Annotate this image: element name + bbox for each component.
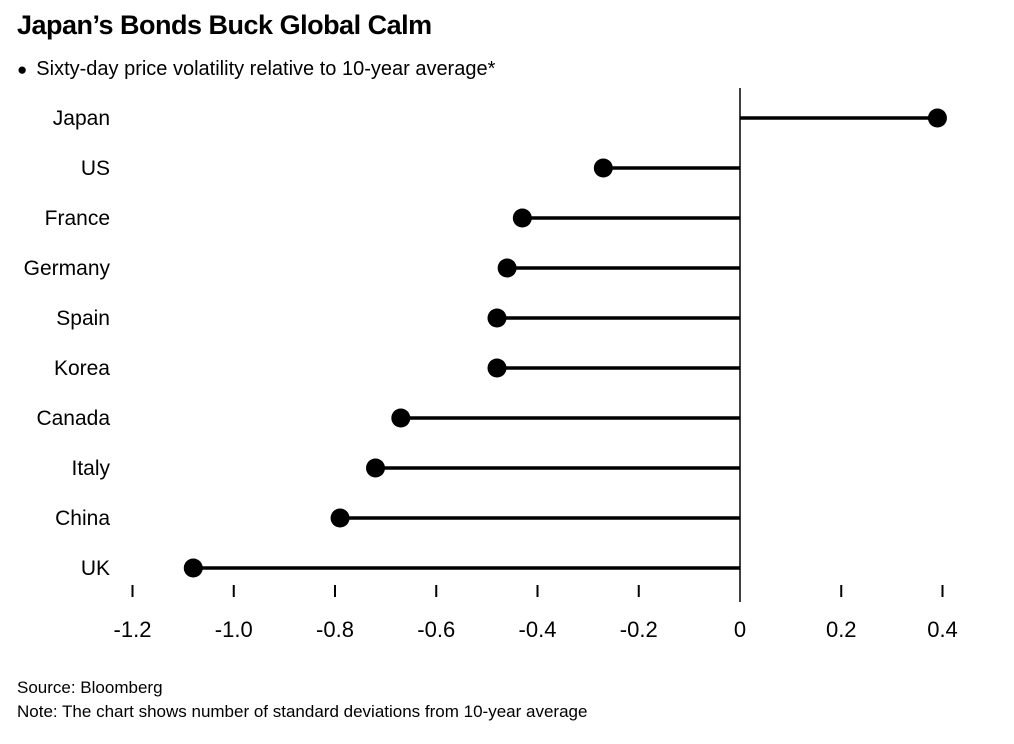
category-label: Japan <box>53 107 110 130</box>
category-label: Korea <box>54 357 110 380</box>
x-tick-label: -1.0 <box>215 617 253 642</box>
category-label: Germany <box>24 257 111 280</box>
data-point-dot <box>927 108 947 128</box>
category-label: France <box>45 207 110 230</box>
category-label: China <box>55 507 110 530</box>
source-text: Source: Bloomberg <box>17 678 163 697</box>
data-point-dot <box>487 358 507 378</box>
chart-subtitle: ● Sixty-day price volatility relative to… <box>17 58 495 81</box>
category-label: US <box>81 157 110 180</box>
data-point-dot <box>330 508 350 528</box>
lollipop-chart: -1.2 -1.0 -0.8 -0.6 -0.4 -0.2 0 0.2 0.4 Japan US Fr… <box>24 88 958 642</box>
x-tick-label: -0.4 <box>519 617 557 642</box>
chart-footer: Source: Bloomberg Note: The chart shows … <box>17 676 587 724</box>
x-tick-label: -1.2 <box>114 617 152 642</box>
data-point-dot <box>512 208 532 228</box>
x-tick-label: -0.8 <box>316 617 354 642</box>
chart-title: Japan’s Bonds Buck Global Calm <box>17 10 432 40</box>
x-tick-label: -0.2 <box>620 617 658 642</box>
category-label: UK <box>81 557 110 580</box>
data-point-dot <box>366 458 385 478</box>
category-label: Canada <box>36 407 110 430</box>
data-point-dot <box>183 558 203 578</box>
category-label: Italy <box>71 457 110 480</box>
data-point-dot <box>391 408 411 428</box>
category-label: Spain <box>56 307 110 330</box>
x-tick-label: 0 <box>734 617 746 642</box>
data-point-dot <box>593 158 613 178</box>
note-text: Note: The chart shows number of standard… <box>17 702 588 721</box>
x-tick-label: 0.4 <box>927 617 958 642</box>
x-tick-label: 0.2 <box>826 617 857 642</box>
x-tick-label: -0.6 <box>417 617 455 642</box>
data-point-dot <box>487 308 507 328</box>
data-point-dot <box>497 258 517 278</box>
legend-dot-icon: ● <box>17 60 28 79</box>
chart-subtitle-text: Sixty-day price volatility relative to 1… <box>36 58 496 80</box>
